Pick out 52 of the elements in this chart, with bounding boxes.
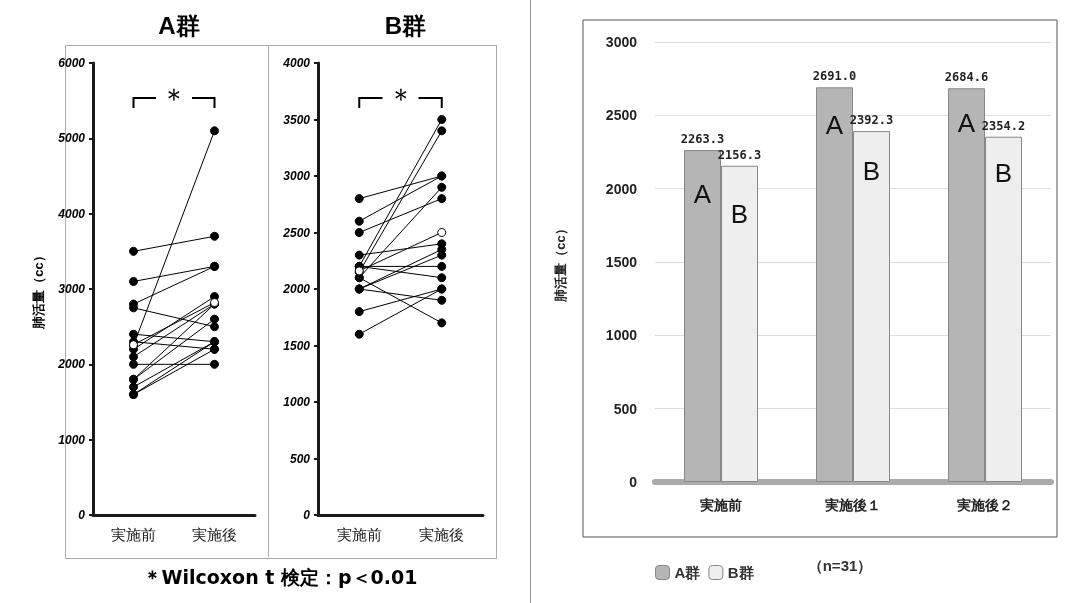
y-tick-label: 4000 [57, 206, 86, 221]
annotation: B [994, 158, 1013, 189]
x-tick-label: 実施後 [419, 526, 465, 543]
y-tick-label: 3000 [605, 34, 638, 50]
y-tick-label: 4000 [282, 56, 311, 70]
y-tick-label: 6000 [58, 56, 86, 70]
chart-title: A群 [158, 11, 200, 39]
annotation: A [693, 178, 712, 209]
x-tick-label: 実施前 [111, 526, 156, 543]
y-tick-label: 1000 [283, 395, 311, 409]
y-tick-label: 3000 [283, 169, 311, 183]
y-tick-label: 2500 [605, 107, 638, 124]
x-tick-label: 実施後２ [957, 497, 1013, 513]
data-label: 2684.6 [944, 70, 989, 85]
data-label: 2263.3 [680, 132, 725, 147]
y-tick-label: 0 [303, 508, 311, 522]
x-tick-label: 実施後 [192, 526, 237, 543]
data-label: 2691.0 [812, 69, 857, 84]
y-tick-label: 1500 [283, 338, 311, 353]
x-tick-label: 実施前 [336, 526, 382, 543]
y-tick-label: 2000 [605, 180, 638, 197]
y-tick-label: 2000 [57, 357, 86, 372]
legend-label: A群 [674, 564, 701, 581]
annotation: B [862, 156, 881, 187]
text: ＊Wilcoxon t 検定：p＜0.01 [141, 565, 419, 590]
y-tick-label: 0 [78, 508, 86, 522]
data-label: 2354.2 [981, 118, 1026, 133]
y-axis-title: 肺活量（cc） [553, 222, 568, 303]
y-tick-label: 1500 [605, 254, 638, 270]
chart-title: B群 [384, 11, 427, 39]
annotation: ＊ [160, 82, 188, 114]
x-tick-label: 実施前 [700, 497, 742, 513]
annotation: A [957, 108, 976, 139]
y-tick-label: 1000 [605, 327, 638, 344]
data-label: 2156.3 [717, 147, 762, 162]
y-tick-label: 3000 [58, 282, 86, 296]
y-tick-label: 3500 [283, 112, 311, 127]
annotation: B [730, 198, 749, 229]
y-tick-label: 500 [289, 451, 311, 466]
y-axis-title: 肺活量（cc） [31, 249, 46, 330]
y-tick-label: 1000 [58, 432, 86, 447]
legend-label: B群 [727, 564, 754, 581]
x-tick-label: 実施後１ [825, 497, 881, 513]
text: （n=31） [807, 556, 873, 574]
data-label: 2392.3 [849, 113, 894, 128]
y-tick-label: 0 [629, 474, 638, 490]
y-tick-label: 2000 [282, 282, 311, 296]
y-tick-label: 5000 [58, 131, 86, 146]
annotation: ＊ [386, 82, 415, 114]
y-tick-label: 500 [613, 400, 638, 417]
annotation: A [825, 110, 844, 141]
y-tick-label: 2500 [282, 225, 311, 240]
